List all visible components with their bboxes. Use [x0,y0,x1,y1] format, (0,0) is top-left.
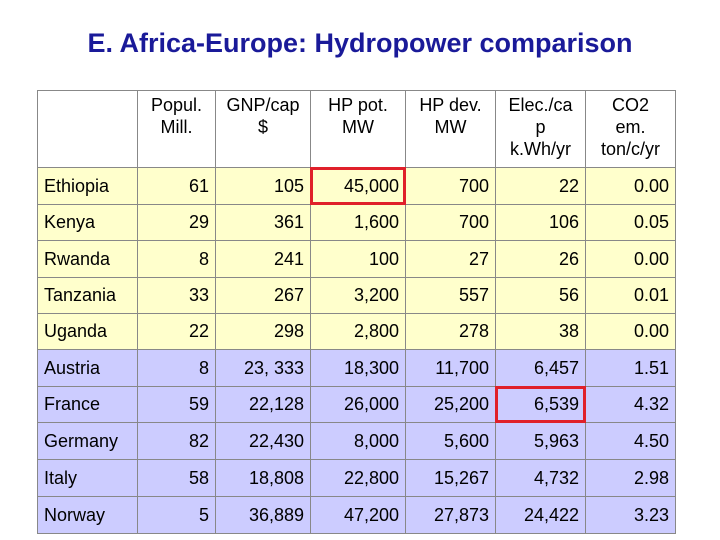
table-cell: 298 [215,313,311,350]
table-cell: 0.01 [585,277,676,314]
header-line: k.Wh/yr [510,139,571,159]
table-cell: 29 [137,204,216,241]
header-line: ton/c/yr [600,139,661,159]
table-cell: 26,000 [310,386,406,423]
header-line: GNP/cap [226,95,300,115]
table-cell: 22 [495,167,586,205]
table-cell: 23, 333 [215,349,311,387]
row-label: Ethiopia [37,167,138,205]
table-cell: 22,128 [215,386,311,423]
table-cell: 56 [495,277,586,314]
row-label: Austria [37,349,138,387]
table-cell: 0.00 [585,313,676,350]
table-cell: 2,800 [310,313,406,350]
table-cell: 18,808 [215,459,311,497]
table-cell: 3,200 [310,277,406,314]
header-line: $ [257,117,268,137]
table-cell: 25,200 [405,386,496,423]
row-label: Rwanda [37,240,138,278]
table-cell: 241 [215,240,311,278]
header-cell: GNP/cap $ [215,90,311,168]
table-cell: 6,539 [495,386,586,423]
table-cell: 5,963 [495,422,586,460]
table-cell: 15,267 [405,459,496,497]
table-cell: 22,800 [310,459,406,497]
header-line: HP dev. [419,95,482,115]
table-cell: 22,430 [215,422,311,460]
table-cell: 59 [137,386,216,423]
table-cell: 106 [495,204,586,241]
table-cell: 8 [137,349,216,387]
header-line: MW [342,117,374,137]
table-cell: 2.98 [585,459,676,497]
table-cell: 4.32 [585,386,676,423]
table-cell: 38 [495,313,586,350]
row-label: Uganda [37,313,138,350]
row-label: Kenya [37,204,138,241]
table-cell: 700 [405,167,496,205]
header-line: CO2 [611,95,649,115]
header-cell: Elec./ca p k.Wh/yr [495,90,586,168]
table-cell: 4,732 [495,459,586,497]
row-label: Tanzania [37,277,138,314]
table-cell: 61 [137,167,216,205]
table-cell: 0.05 [585,204,676,241]
header-cell: HP dev. MW [405,90,496,168]
table-cell: 36,889 [215,496,311,534]
table-cell: 47,200 [310,496,406,534]
table-cell: 3.23 [585,496,676,534]
header-line: Mill. [160,117,193,137]
table-cell: 267 [215,277,311,314]
table-cell: 26 [495,240,586,278]
table-cell: 557 [405,277,496,314]
table-cell: 18,300 [310,349,406,387]
table-cell: 27 [405,240,496,278]
table-cell: 700 [405,204,496,241]
table-cell: 8,000 [310,422,406,460]
table-cell: 5,600 [405,422,496,460]
table-cell: 22 [137,313,216,350]
table-cell: 4.50 [585,422,676,460]
table-cell: 1,600 [310,204,406,241]
header-cell: Popul. Mill. [137,90,216,168]
table-cell: 11,700 [405,349,496,387]
table-cell: 8 [137,240,216,278]
table-cell: 105 [215,167,311,205]
highlight-box [495,386,586,423]
table-cell: 0.00 [585,167,676,205]
table-cell: 361 [215,204,311,241]
table-cell: 24,422 [495,496,586,534]
header-line: p [535,117,546,137]
header-cell: CO2 em. ton/c/yr [585,90,676,168]
header-line: em. [615,117,646,137]
title: E. Africa-Europe: Hydropower comparison [87,28,633,58]
highlight-box [310,167,406,205]
header-corner [37,90,138,168]
table-cell: 100 [310,240,406,278]
table-cell: 82 [137,422,216,460]
table-cell: 6,457 [495,349,586,387]
header-line: Elec./ca [508,95,573,115]
table-cell: 278 [405,313,496,350]
table-cell: 5 [137,496,216,534]
row-label: Italy [37,459,138,497]
header-line: Popul. [150,95,203,115]
table-cell: 0.00 [585,240,676,278]
table-cell: 33 [137,277,216,314]
table-cell: 27,873 [405,496,496,534]
table-cell: 1.51 [585,349,676,387]
header-line: HP pot. [328,95,388,115]
header-line: MW [434,117,467,137]
header-cell: HP pot. MW [310,90,406,168]
table-cell: 58 [137,459,216,497]
row-label: France [37,386,138,423]
row-label: Germany [37,422,138,460]
row-label: Norway [37,496,138,534]
table-cell: 45,000 [310,167,406,205]
